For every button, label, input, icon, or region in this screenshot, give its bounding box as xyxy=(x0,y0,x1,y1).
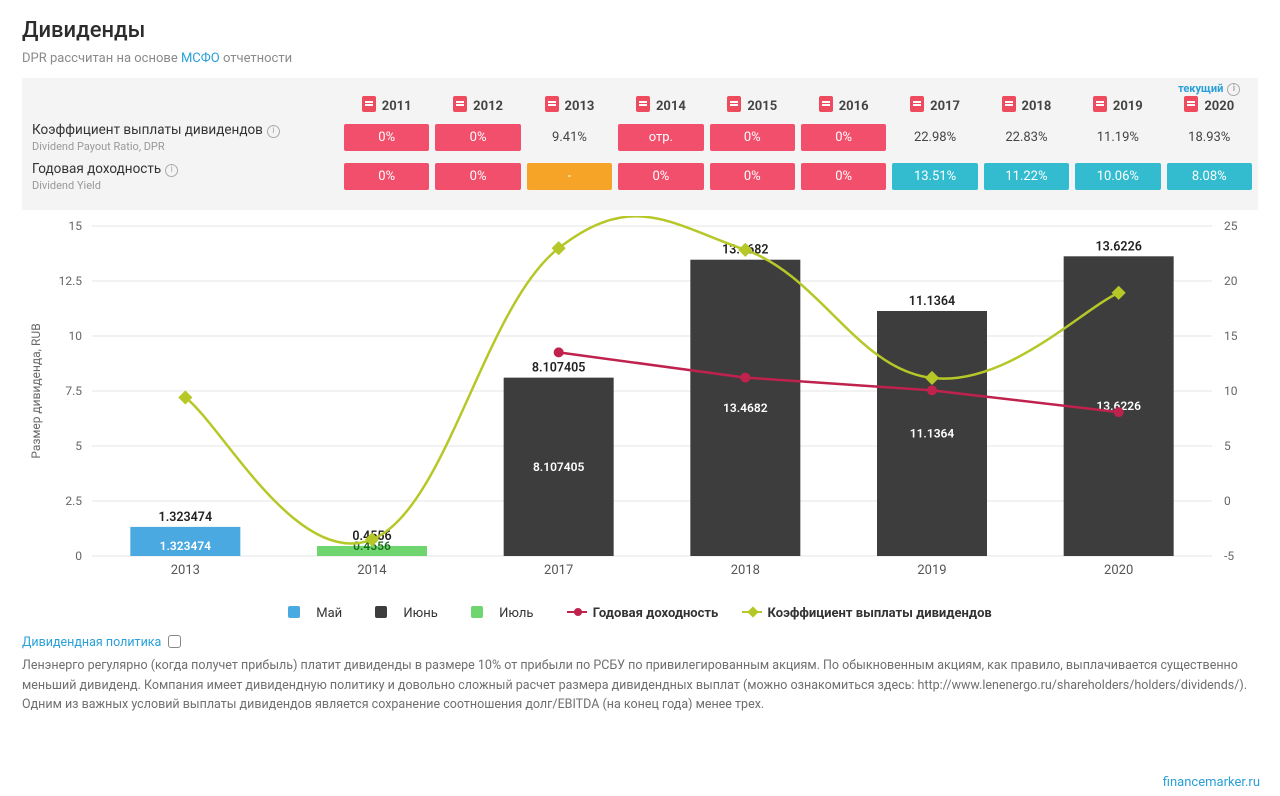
policy-section: Дивидендная политика Ленэнерго регулярно… xyxy=(0,631,1280,715)
metric-cell: 11.19% xyxy=(1075,122,1160,153)
metric-cell: 0% xyxy=(435,122,520,153)
metric-cell: 0% xyxy=(801,122,886,153)
year-header[interactable]: 2018 xyxy=(984,96,1069,114)
svg-text:15: 15 xyxy=(69,219,83,233)
metrics-panel: 2011 2012 2013 2014 2015 2016 2017 2018 2019 теку… xyxy=(22,78,1258,210)
metric-cell: 0% xyxy=(344,122,429,153)
svg-text:2.5: 2.5 xyxy=(65,494,82,508)
metric-cell: 0% xyxy=(710,161,795,192)
svg-text:2020: 2020 xyxy=(1104,563,1133,578)
year-header[interactable]: 2014 xyxy=(618,96,703,114)
pdf-icon xyxy=(1184,96,1198,112)
metric-cell: 0% xyxy=(710,122,795,153)
info-icon[interactable]: i xyxy=(267,125,280,138)
pdf-icon xyxy=(819,96,833,112)
svg-text:20: 20 xyxy=(1224,274,1238,288)
pdf-icon xyxy=(1002,96,1016,112)
pdf-icon xyxy=(545,96,559,112)
pdf-icon xyxy=(1093,96,1107,112)
metric-cell: отр. xyxy=(618,122,703,153)
svg-text:15: 15 xyxy=(1224,329,1238,343)
metric-cell: 0% xyxy=(344,161,429,192)
policy-link[interactable]: Дивидендная политика xyxy=(22,635,181,650)
pdf-icon xyxy=(453,96,467,112)
pdf-icon xyxy=(727,96,741,112)
metric-cell: 10.06% xyxy=(1075,161,1160,192)
metric-cell: 22.83% xyxy=(984,122,1069,153)
metric-cell: 0% xyxy=(435,161,520,192)
pdf-icon xyxy=(362,96,376,112)
year-header[interactable]: текущийi2020 xyxy=(1167,96,1252,114)
metric-cell: 0% xyxy=(618,161,703,192)
year-header[interactable]: 2011 xyxy=(344,96,429,114)
svg-text:10: 10 xyxy=(69,329,83,343)
subtitle: DPR рассчитан на основе МСФО отчетности xyxy=(22,51,1258,66)
msfo-link[interactable]: МСФО xyxy=(181,51,220,66)
metric-cell: 8.08% xyxy=(1167,161,1252,192)
svg-text:5: 5 xyxy=(1224,439,1231,453)
svg-text:7.5: 7.5 xyxy=(65,384,82,398)
external-link-icon xyxy=(168,635,181,648)
year-header[interactable]: 2015 xyxy=(710,96,795,114)
svg-text:8.107405: 8.107405 xyxy=(533,460,585,474)
svg-text:13.4682: 13.4682 xyxy=(723,401,768,415)
metrics-table: 2011 2012 2013 2014 2015 2016 2017 2018 2019 теку… xyxy=(22,88,1258,200)
svg-text:13.6226: 13.6226 xyxy=(1095,239,1141,254)
svg-text:5: 5 xyxy=(75,439,82,453)
chart-legend: Май Июнь Июль Годовая доходность Коэффиц… xyxy=(22,600,1258,631)
svg-text:10: 10 xyxy=(1224,384,1238,398)
year-header[interactable]: 2017 xyxy=(892,96,977,114)
svg-text:2018: 2018 xyxy=(731,563,760,578)
metric-cell: 13.51% xyxy=(892,161,977,192)
svg-text:Размер дивиденда, RUB: Размер дивиденда, RUB xyxy=(29,323,43,458)
svg-text:1.323474: 1.323474 xyxy=(160,539,212,553)
svg-text:-5: -5 xyxy=(1224,549,1234,563)
metric-cell: 0% xyxy=(801,161,886,192)
svg-text:1.323474: 1.323474 xyxy=(159,510,213,525)
svg-text:2013: 2013 xyxy=(171,563,200,578)
metric-cell: - xyxy=(527,161,612,192)
pdf-icon xyxy=(910,96,924,112)
metric-cell: 18.93% xyxy=(1167,122,1252,153)
svg-text:8.107405: 8.107405 xyxy=(532,361,586,376)
page-title: Дивиденды xyxy=(22,18,1258,43)
svg-text:0: 0 xyxy=(75,549,82,563)
svg-text:2014: 2014 xyxy=(357,563,387,578)
metric-cell: 9.41% xyxy=(527,122,612,153)
year-header[interactable]: 2013 xyxy=(527,96,612,114)
dividend-chart: 0 2.5 5 7.5 10 12.5 15 -5 0 5 10 15 20 25 Размер дивид… xyxy=(22,216,1258,596)
info-icon[interactable]: i xyxy=(165,164,178,177)
metric-cell: 11.22% xyxy=(984,161,1069,192)
brand-link[interactable]: financemarker.ru xyxy=(1163,775,1260,790)
metric-cell: 22.98% xyxy=(892,122,977,153)
row-label-yield: Годовая доходностьi Dividend Yield xyxy=(28,161,338,192)
svg-text:2019: 2019 xyxy=(917,563,946,578)
year-header[interactable]: 2019 xyxy=(1075,96,1160,114)
svg-text:25: 25 xyxy=(1224,219,1238,233)
year-header[interactable]: 2012 xyxy=(435,96,520,114)
pdf-icon xyxy=(636,96,650,112)
year-header[interactable]: 2016 xyxy=(801,96,886,114)
svg-text:11.1364: 11.1364 xyxy=(910,426,955,440)
svg-text:2017: 2017 xyxy=(544,563,573,578)
policy-text: Ленэнерго регулярно (когда получет прибы… xyxy=(22,656,1258,714)
svg-text:11.1364: 11.1364 xyxy=(909,294,955,309)
row-label-dpr: Коэффициент выплаты дивидендовi Dividend… xyxy=(28,122,338,153)
svg-text:12.5: 12.5 xyxy=(59,274,83,288)
svg-text:0: 0 xyxy=(1224,494,1231,508)
